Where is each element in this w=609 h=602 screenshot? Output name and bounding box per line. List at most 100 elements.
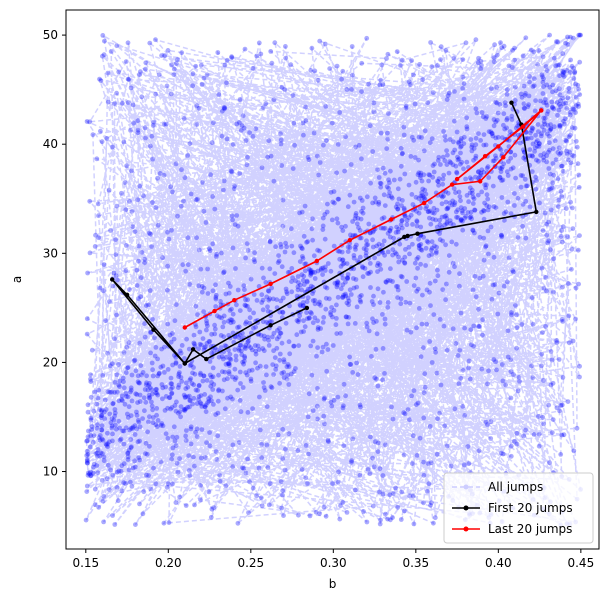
all-jumps-point — [548, 126, 554, 132]
all-jumps-point — [346, 302, 351, 308]
all-jumps-point — [489, 296, 495, 302]
all-jumps-point — [260, 297, 266, 303]
all-jumps-point — [119, 190, 124, 196]
all-jumps-point — [124, 163, 129, 169]
all-jumps-point — [226, 453, 232, 458]
all-jumps-point — [267, 239, 273, 245]
all-jumps-point — [256, 465, 262, 471]
all-jumps-point — [469, 342, 474, 348]
all-jumps-point — [374, 376, 379, 382]
all-jumps-point — [161, 172, 167, 178]
all-jumps-point — [529, 363, 534, 369]
all-jumps-point — [499, 234, 505, 240]
all-jumps-point — [87, 471, 93, 477]
all-jumps-point — [520, 202, 526, 207]
all-jumps-point — [437, 231, 442, 236]
all-jumps-point — [506, 159, 511, 164]
all-jumps-point — [443, 137, 448, 143]
all-jumps-point — [99, 139, 105, 145]
all-jumps-point — [427, 424, 433, 429]
all-jumps-point — [556, 197, 562, 203]
all-jumps-point — [174, 460, 180, 466]
all-jumps-point — [264, 442, 270, 448]
all-jumps-point — [112, 101, 117, 106]
all-jumps-point — [200, 180, 205, 185]
all-jumps-point — [429, 64, 435, 70]
all-jumps-point — [366, 271, 372, 276]
all-jumps-point — [452, 406, 458, 412]
all-jumps-point — [113, 237, 118, 242]
all-jumps-point — [273, 244, 278, 250]
all-jumps-point — [170, 331, 175, 336]
all-jumps-point — [224, 80, 229, 86]
all-jumps-point — [88, 372, 93, 378]
all-jumps-point — [204, 378, 210, 383]
all-jumps-point — [460, 74, 466, 80]
all-jumps-point — [349, 87, 354, 92]
all-jumps-point — [335, 196, 341, 202]
all-jumps-point — [387, 180, 392, 186]
all-jumps-point — [394, 49, 400, 54]
all-jumps-point — [99, 427, 105, 433]
all-jumps-point — [105, 350, 110, 356]
all-jumps-point — [550, 289, 556, 295]
all-jumps-point — [209, 398, 214, 404]
all-jumps-point — [375, 383, 381, 389]
all-jumps-point — [116, 69, 122, 75]
all-jumps-point — [452, 89, 457, 94]
all-jumps-point — [263, 364, 269, 369]
all-jumps-point — [321, 413, 327, 419]
all-jumps-point — [357, 294, 363, 300]
all-jumps-point — [102, 397, 108, 403]
all-jumps-point — [85, 402, 91, 408]
all-jumps-point — [177, 456, 183, 461]
all-jumps-point — [514, 325, 520, 331]
all-jumps-point — [179, 167, 184, 173]
all-jumps-point — [134, 283, 140, 288]
all-jumps-point — [315, 416, 320, 422]
all-jumps-point — [456, 140, 461, 146]
all-jumps-point — [444, 443, 450, 449]
all-jumps-point — [90, 439, 96, 445]
all-jumps-point — [540, 54, 546, 60]
all-jumps-point — [364, 320, 370, 326]
all-jumps-point — [416, 243, 422, 248]
all-jumps-point — [512, 152, 518, 158]
all-jumps-point — [212, 206, 218, 212]
all-jumps-point — [310, 338, 316, 344]
all-jumps-point — [329, 120, 335, 126]
all-jumps-point — [320, 344, 326, 350]
all-jumps-point — [323, 264, 328, 270]
all-jumps-point — [237, 171, 243, 176]
all-jumps-point — [116, 468, 122, 474]
all-jumps-point — [256, 347, 262, 352]
all-jumps-point — [128, 85, 134, 91]
legend-label-first-20-jumps: First 20 jumps — [488, 501, 573, 515]
all-jumps-point — [451, 139, 456, 145]
all-jumps-point — [140, 370, 146, 375]
all-jumps-point — [121, 428, 127, 434]
all-jumps-point — [513, 175, 518, 181]
all-jumps-point — [165, 263, 171, 269]
all-jumps-point — [247, 130, 253, 136]
all-jumps-point — [281, 513, 286, 518]
all-jumps-point — [501, 283, 507, 289]
all-jumps-point — [329, 217, 335, 223]
all-jumps-point — [134, 267, 140, 273]
all-jumps-point — [250, 133, 256, 139]
all-jumps-point — [213, 295, 219, 300]
all-jumps-point — [539, 351, 545, 357]
all-jumps-point — [428, 221, 434, 227]
all-jumps-point — [155, 356, 161, 362]
x-tick-label: 0.20 — [155, 556, 182, 570]
all-jumps-point — [505, 354, 511, 360]
all-jumps-point — [185, 235, 191, 241]
all-jumps-point — [373, 346, 379, 352]
all-jumps-point — [139, 250, 145, 255]
all-jumps-point — [564, 106, 570, 111]
all-jumps-point — [198, 266, 204, 272]
all-jumps-point — [399, 203, 404, 209]
all-jumps-point — [401, 124, 407, 130]
all-jumps-point — [364, 519, 370, 525]
all-jumps-point — [427, 339, 433, 344]
